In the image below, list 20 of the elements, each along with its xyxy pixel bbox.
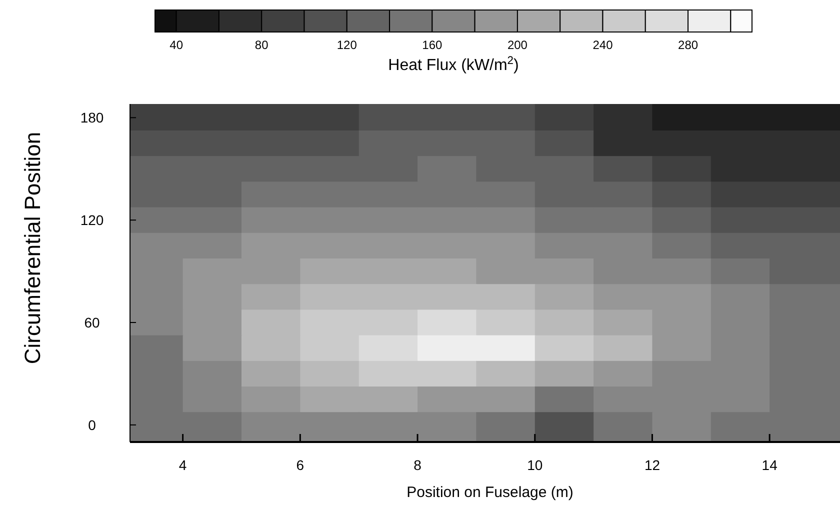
x-tick-label: 4 <box>178 457 187 473</box>
color-bar-label: 280 <box>678 38 698 52</box>
x-axis-title: Position on Fuselage (m) <box>406 484 574 501</box>
y-tick-label: 180 <box>80 110 104 126</box>
color-bar-label: 200 <box>507 38 528 52</box>
color-bar-title: Heat Flux (kW/m$^{2}$) <box>388 55 519 74</box>
color-bar-label: 240 <box>592 38 614 52</box>
y-tick-label: 120 <box>80 212 104 228</box>
color-bar-label: 120 <box>336 38 358 52</box>
y-tick-label: 60 <box>84 314 100 331</box>
color-bar-label: 160 <box>422 38 443 52</box>
x-tick-label: 12 <box>644 457 660 473</box>
x-tick-label: 6 <box>296 457 304 473</box>
y-tick-label: 0 <box>88 416 96 433</box>
x-tick-label: 10 <box>527 457 543 473</box>
color-bar-label: 80 <box>254 38 269 52</box>
x-tick-label: 8 <box>414 457 422 473</box>
x-tick-label: 14 <box>762 457 778 473</box>
y-axis-title: Circumferential Position <box>20 132 45 364</box>
color-bar-label: 40 <box>170 38 184 52</box>
